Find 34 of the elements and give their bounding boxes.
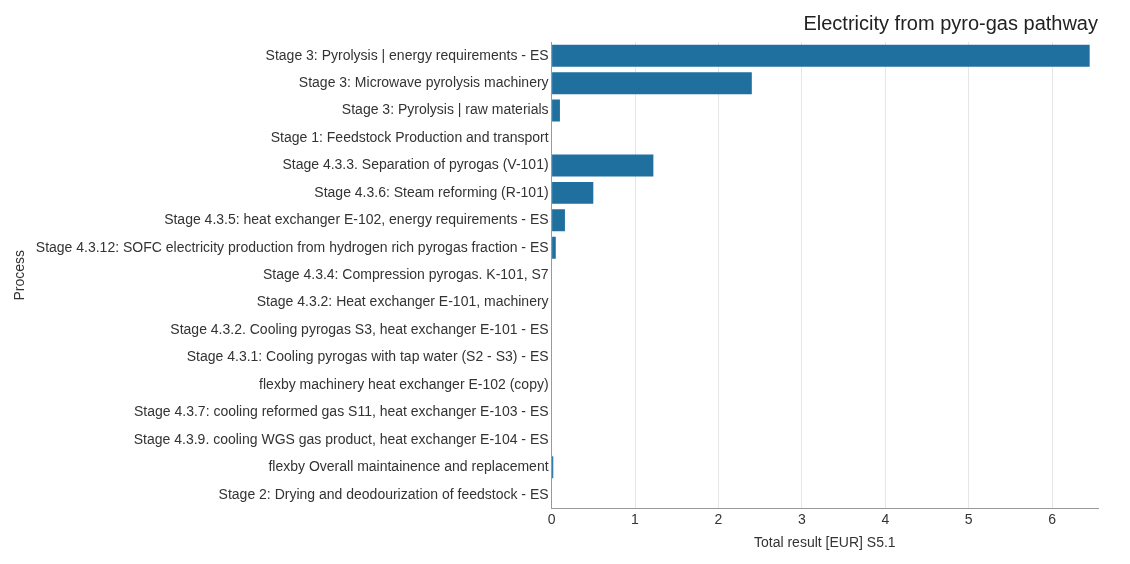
chart-title: Electricity from pyro-gas pathway (803, 11, 1098, 34)
y-tick-label: flexby Overall maintainence and replacement (268, 458, 549, 475)
y-tick-label: Stage 4.3.6: Steam reforming (R-101) (314, 183, 549, 200)
bar (552, 209, 565, 232)
y-tick-label: Stage 1: Feedstock Production and transport (270, 128, 549, 145)
x-tick-label: 5 (964, 510, 973, 527)
y-tick-label: Stage 4.3.9. cooling WGS gas product, heat exchanger E-104 - ES (133, 430, 549, 447)
x-tick-label: 2 (714, 510, 723, 527)
y-tick-label: flexby machinery heat exchanger E-102 (copy) (259, 375, 549, 392)
x-tick-label: 6 (1048, 510, 1057, 527)
y-axis-title: Process (11, 249, 28, 301)
y-tick-label: Stage 4.3.2: Heat exchanger E-101, machinery (256, 293, 549, 310)
y-tick-label: Stage 2: Drying and deodourization of feedstock - ES (218, 485, 549, 502)
y-tick-label: Stage 4.3.1: Cooling pyrogas with tap water (S2 - S3) - ES (186, 348, 549, 365)
y-tick-label: Stage 4.3.4: Compression pyrogas. K-101, S7 (262, 266, 549, 283)
y-tick-label: Stage 4.3.12: SOFC electricity production from hydrogen rich pyrogas fraction - ES (35, 238, 549, 255)
x-tick-label: 1 (631, 510, 640, 527)
bar (552, 154, 654, 177)
y-tick-label: Stage 3: Microwave pyrolysis machinery (298, 74, 549, 91)
y-tick-label: Stage 4.3.3. Separation of pyrogas (V-101) (282, 156, 549, 173)
x-tick-label: 4 (881, 510, 890, 527)
bar (552, 72, 752, 95)
x-tick-label: 0 (547, 510, 556, 527)
x-tick-label: 3 (797, 510, 806, 527)
bar (552, 99, 560, 122)
y-tick-label: Stage 4.3.5: heat exchanger E-102, energy requirements - ES (164, 211, 549, 228)
y-tick-label: Stage 4.3.7: cooling reformed gas S11, heat exchanger E-103 - ES (134, 403, 549, 420)
bar (552, 236, 556, 259)
y-tick-label: Stage 3: Pyrolysis | raw materials (341, 101, 549, 118)
x-axis-title: Total result [EUR] S5.1 (753, 534, 896, 551)
y-tick-label: Stage 3: Pyrolysis | energy requirements - ES (265, 46, 549, 63)
y-tick-label: Stage 4.3.2. Cooling pyrogas S3, heat exchanger E-101 - ES (170, 320, 549, 337)
bar (552, 44, 1090, 67)
bar (552, 181, 594, 204)
